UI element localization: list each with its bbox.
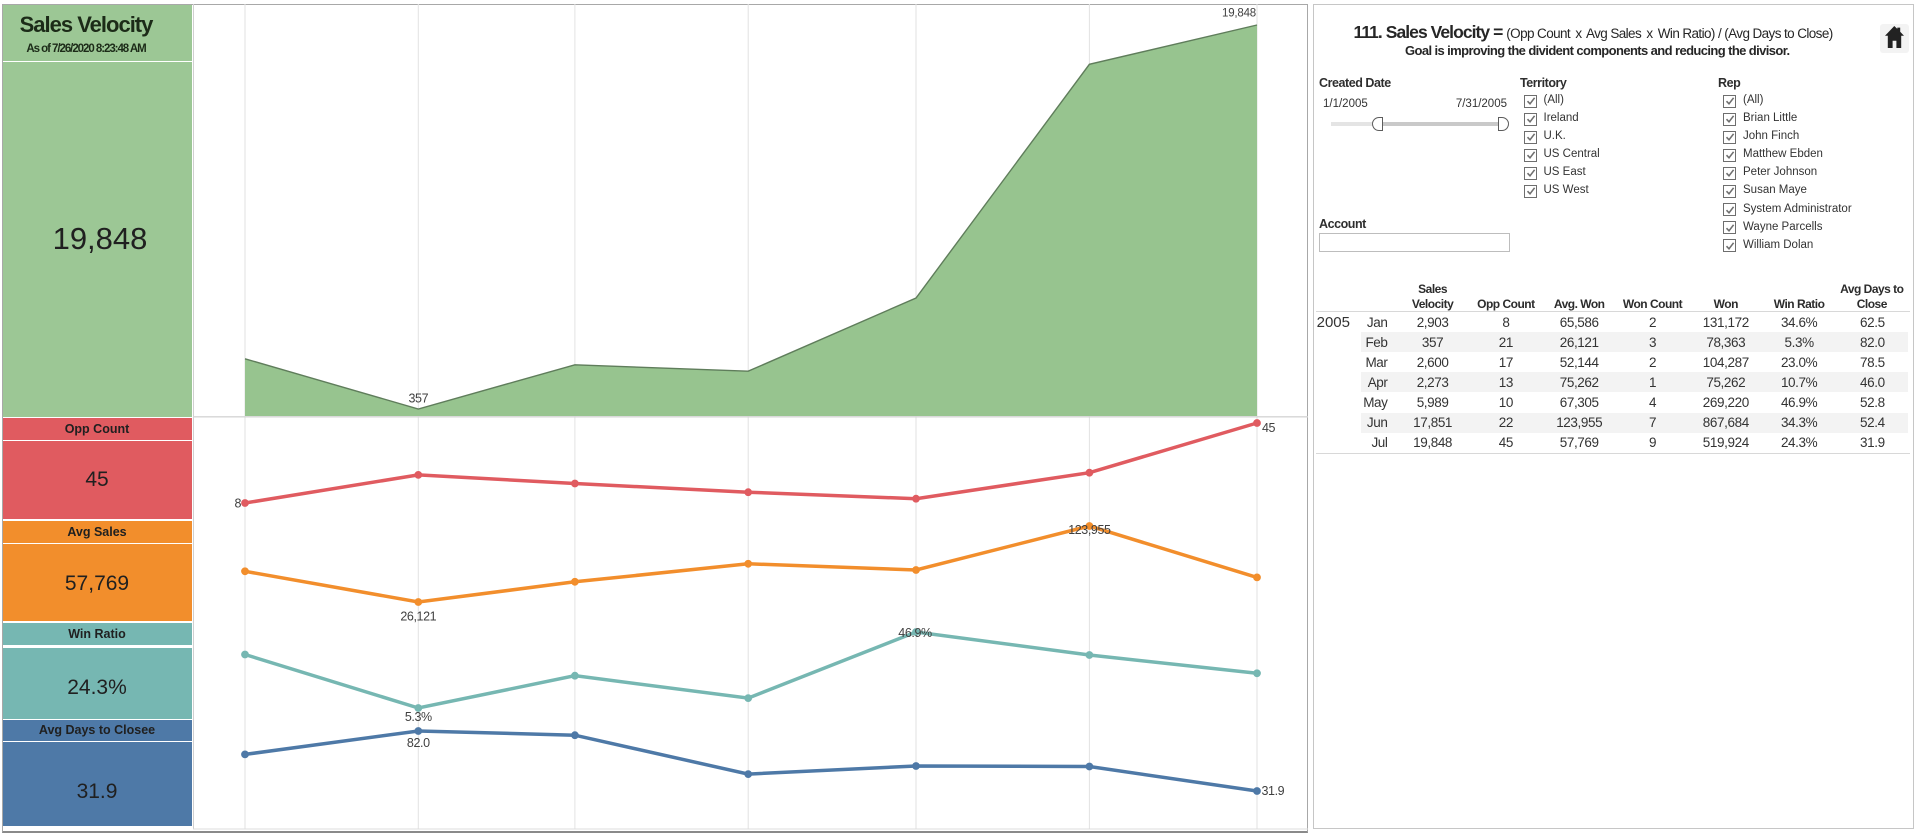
- svg-text:19,848: 19,848: [1222, 8, 1256, 20]
- svg-text:357: 357: [408, 392, 428, 406]
- svg-text:31.9: 31.9: [1262, 784, 1285, 798]
- svg-text:45: 45: [1262, 421, 1276, 435]
- svg-text:46.9%: 46.9%: [898, 626, 932, 640]
- svg-text:123,955: 123,955: [1068, 523, 1111, 537]
- svg-text:8: 8: [234, 497, 241, 511]
- svg-text:26,121: 26,121: [400, 610, 436, 624]
- svg-text:5.3%: 5.3%: [405, 710, 432, 724]
- svg-text:82.0: 82.0: [407, 736, 430, 750]
